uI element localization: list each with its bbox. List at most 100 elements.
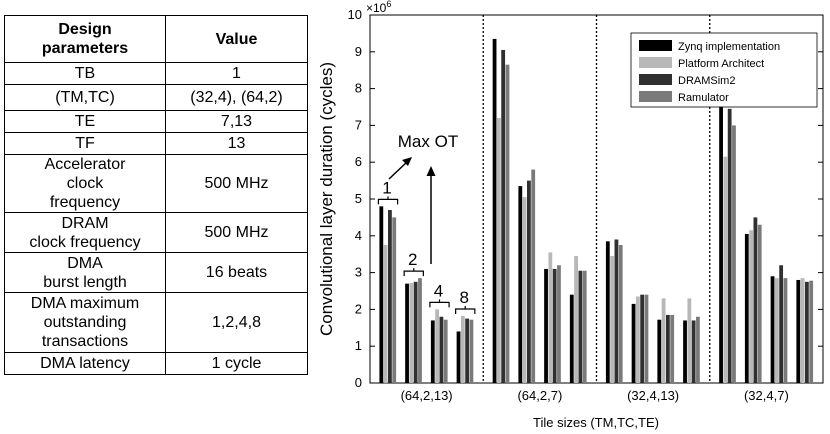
bar-platform-architect [723, 156, 728, 383]
parameter-name-cell: Accelerator clock frequency [4, 154, 166, 213]
ot-brace [455, 306, 476, 315]
table-row: DMA maximum outstanding transactions 1,2,4,… [4, 292, 308, 353]
bar-dramsim2 [552, 268, 557, 383]
outstanding-transaction-annotations: 1 24 8 Max OT [377, 132, 476, 315]
x-tick-label: (32,4,7) [744, 388, 789, 403]
y-tick-label: 7 [355, 117, 362, 132]
y-tick-label: 10 [348, 7, 362, 22]
bar-zynq-implementation [430, 320, 435, 383]
bar-zynq-implementation [770, 276, 775, 383]
bar-zynq-implementation [379, 206, 384, 383]
legend-label: Zynq implementation [678, 41, 780, 53]
bar-ramulator [582, 270, 587, 383]
table-row: TE 7,13 [4, 110, 308, 133]
legend-label: Platform Architect [678, 58, 764, 70]
bar-zynq-implementation [518, 186, 523, 383]
bar-ramulator [696, 316, 700, 383]
legend-swatch [639, 74, 672, 85]
y-tick-label: 6 [355, 154, 362, 169]
parameter-name-cell: DMA latency [4, 352, 166, 375]
bar-platform-architect [435, 309, 439, 383]
parameter-value-cell: 1,2,4,8 [165, 292, 308, 353]
bar-ramulator [809, 280, 814, 383]
bar-dramsim2 [727, 108, 732, 383]
parameter-value-cell: 16 beats [165, 252, 308, 293]
x-tick-labels: (64,2,13) (64,2,7) (32,4,13) (32,4,7) [401, 388, 789, 403]
bar-zynq-implementation [492, 38, 497, 384]
bar-platform-architect [383, 245, 388, 383]
bar-zynq-implementation [744, 233, 749, 383]
bar-zynq-implementation [456, 331, 461, 383]
bar-dramsim2 [388, 210, 392, 383]
bar-ramulator [469, 319, 474, 383]
ot-label: 1 [382, 178, 391, 197]
bar-ramulator [443, 319, 448, 383]
bar-zynq-implementation [719, 107, 723, 383]
max-ot-arrow-head [402, 157, 412, 166]
y-tick-label: 1 [355, 338, 362, 353]
bar-dramsim2 [665, 314, 670, 383]
y-axis: 0 1 2 3 4 5 6 7 8 9 10 [348, 7, 823, 390]
parameter-value-cell: 13 [165, 132, 308, 155]
bar-dramsim2 [804, 281, 809, 383]
y-tick-label: 3 [355, 265, 362, 280]
bar-platform-architect [610, 256, 615, 383]
legend-label: Ramulator [678, 92, 729, 104]
bar-ramulator [531, 169, 536, 383]
parameter-name-cell: (TM,TC) [4, 84, 166, 111]
parameter-name-cell: TB [4, 62, 166, 85]
bar-dramsim2 [614, 239, 619, 383]
bar-platform-architect [749, 230, 754, 383]
y-tick-label: 2 [355, 301, 362, 316]
bar-ramulator [618, 245, 623, 383]
bar-dramsim2 [578, 270, 583, 383]
x-tick-label: (64,2,7) [517, 388, 562, 403]
parameter-value-cell: 1 cycle [165, 352, 308, 375]
ot-label: 2 [408, 250, 417, 269]
bar-dramsim2 [501, 49, 506, 384]
bar-platform-architect [687, 298, 692, 383]
table-row: (TM,TC) (32,4), (64,2) [4, 84, 308, 111]
bar-zynq-implementation [796, 279, 801, 383]
parameter-value-cell: 1 [165, 62, 308, 85]
parameter-name-cell: TF [4, 132, 166, 155]
bar-zynq-implementation [544, 268, 548, 383]
duration-bar-chart: 0 1 2 3 4 5 6 7 8 9 10 ×106 Convolutional layer du… [317, 0, 824, 430]
bar-platform-architect [661, 298, 666, 383]
bar-zynq-implementation [657, 319, 662, 383]
bar-platform-architect [574, 256, 578, 383]
parameter-name-cell: DRAM clock frequency [4, 212, 166, 253]
table-row: DMA burst length 16 beats [4, 252, 308, 293]
legend-swatch [639, 57, 672, 68]
bar-dramsim2 [465, 318, 470, 383]
table-header-value: Value [165, 15, 308, 63]
bar-platform-architect [635, 296, 640, 383]
y-tick-label: 9 [355, 44, 362, 59]
bar-dramsim2 [779, 265, 784, 383]
x-axis-label: Tile sizes (TM,TC,TE) [533, 415, 659, 430]
table-header-parameter: Design parameters [4, 15, 166, 63]
legend-swatch [639, 91, 672, 102]
design-parameters-table: Design parameters Value TB 1 (TM,TC) (32,4),… [4, 15, 308, 375]
table-row: Accelerator clock frequency 500 MHz [4, 154, 308, 213]
bar-ramulator [557, 265, 561, 383]
bar-platform-architect [800, 278, 805, 383]
bar-zynq-implementation [569, 294, 574, 383]
ot-brace [403, 268, 424, 277]
legend: Zynq implementation Platform Architect DRA… [630, 32, 818, 108]
parameter-name-cell: DMA burst length [4, 252, 166, 293]
parameter-name-cell: TE [4, 110, 166, 133]
bar-dramsim2 [527, 180, 531, 383]
y-tick-label: 4 [355, 228, 362, 243]
bar-platform-architect [409, 282, 414, 383]
parameter-value-cell: (32,4), (64,2) [165, 84, 308, 111]
bar-ramulator [670, 314, 675, 383]
bar-ramulator [418, 278, 422, 383]
parameter-value-cell: 500 MHz [165, 212, 308, 253]
bar-dramsim2 [413, 281, 418, 383]
bar-platform-architect [548, 252, 553, 383]
bar-zynq-implementation [605, 241, 610, 383]
table-header-row: Design parameters Value [4, 15, 308, 63]
table-row: TF 13 [4, 132, 308, 155]
bar-zynq-implementation [405, 283, 409, 383]
